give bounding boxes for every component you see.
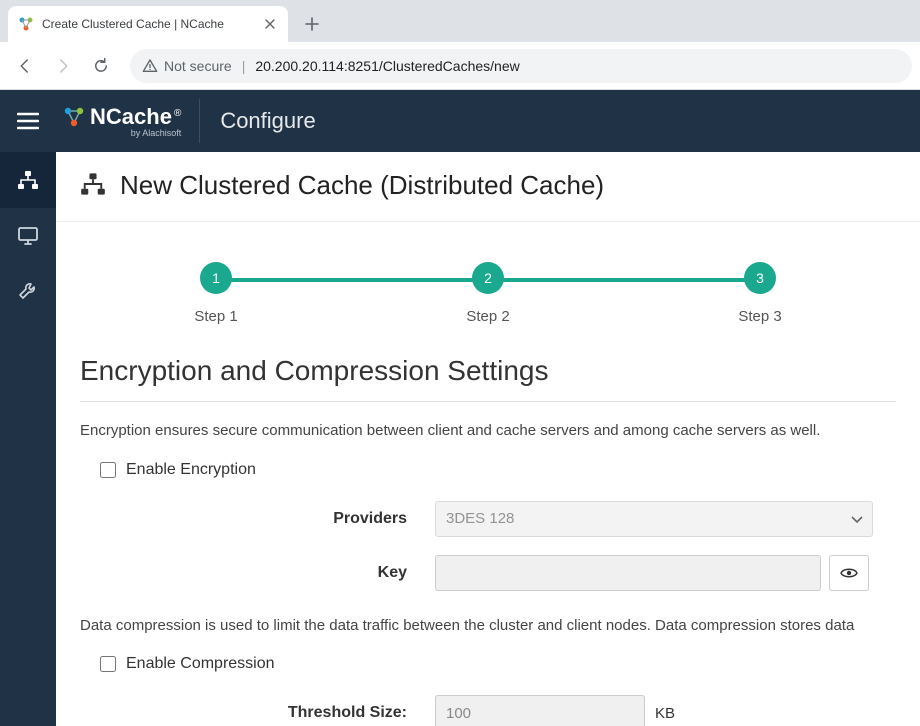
logo-icon [62, 105, 86, 129]
brand-tm: ® [174, 108, 181, 119]
main-content: New Clustered Cache (Distributed Cache) … [56, 152, 920, 726]
key-label: Key [80, 564, 435, 582]
address-bar[interactable]: Not secure | 20.200.20.114:8251/Clustere… [130, 49, 912, 83]
page-title: New Clustered Cache (Distributed Cache) [120, 170, 604, 201]
providers-select[interactable]: 3DES 128 [435, 501, 873, 537]
browser-toolbar: Not secure | 20.200.20.114:8251/Clustere… [0, 42, 920, 90]
sidebar-item-tools[interactable] [0, 264, 56, 320]
cluster-icon [80, 172, 106, 199]
section-title: Encryption and Compression Settings [80, 325, 896, 401]
not-secure-label: Not secure [164, 58, 232, 74]
step-number: 2 [472, 262, 504, 294]
key-input[interactable] [435, 555, 821, 591]
tab-favicon-icon [18, 16, 34, 32]
browser-tab-strip: Create Clustered Cache | NCache [0, 0, 920, 42]
eye-icon [840, 567, 858, 579]
address-url: 20.200.20.114:8251/ClusteredCaches/new [255, 58, 519, 74]
step-label: Step 2 [466, 308, 509, 325]
brand-subtitle: by Alachisoft [62, 128, 181, 138]
enable-encryption-label[interactable]: Enable Encryption [126, 461, 256, 479]
step-number: 3 [744, 262, 776, 294]
brand-pre: N [90, 104, 106, 129]
step-1[interactable]: 1 Step 1 [80, 262, 352, 325]
enable-compression-checkbox[interactable] [100, 656, 116, 672]
step-2[interactable]: 2 Step 2 [352, 262, 624, 325]
menu-toggle-button[interactable] [0, 90, 56, 152]
not-secure-indicator: Not secure [142, 58, 232, 74]
brand-logo: NCache® by Alachisoft [56, 99, 200, 143]
brand-post: Cache [106, 104, 172, 129]
app-header: NCache® by Alachisoft Configure [0, 90, 920, 152]
address-separator: | [242, 58, 246, 74]
reveal-key-button[interactable] [829, 555, 869, 591]
step-number: 1 [200, 262, 232, 294]
step-3[interactable]: 3 Step 3 [624, 262, 896, 325]
warning-icon [142, 58, 158, 74]
sidebar-item-clustered[interactable] [0, 152, 56, 208]
header-section-title: Configure [200, 108, 315, 134]
forward-button[interactable] [46, 49, 80, 83]
new-tab-button[interactable] [298, 10, 326, 38]
wizard-stepper: 1 Step 1 2 Step 2 3 Step 3 [80, 242, 896, 325]
enable-compression-label[interactable]: Enable Compression [126, 655, 275, 673]
compression-description: Data compression is used to limit the da… [80, 615, 896, 638]
browser-tab[interactable]: Create Clustered Cache | NCache [8, 6, 288, 42]
sidebar-item-monitor[interactable] [0, 208, 56, 264]
encryption-description: Encryption ensures secure communication … [80, 420, 896, 443]
step-label: Step 3 [738, 308, 781, 325]
providers-label: Providers [80, 510, 435, 528]
threshold-input[interactable] [435, 695, 645, 726]
reload-button[interactable] [84, 49, 118, 83]
sidebar [0, 152, 56, 726]
step-label: Step 1 [194, 308, 237, 325]
divider [80, 401, 896, 402]
back-button[interactable] [8, 49, 42, 83]
tab-title: Create Clustered Cache | NCache [42, 17, 254, 31]
threshold-label: Threshold Size: [80, 704, 435, 722]
tab-close-icon[interactable] [262, 16, 278, 32]
threshold-unit: KB [655, 705, 675, 722]
enable-encryption-checkbox[interactable] [100, 462, 116, 478]
